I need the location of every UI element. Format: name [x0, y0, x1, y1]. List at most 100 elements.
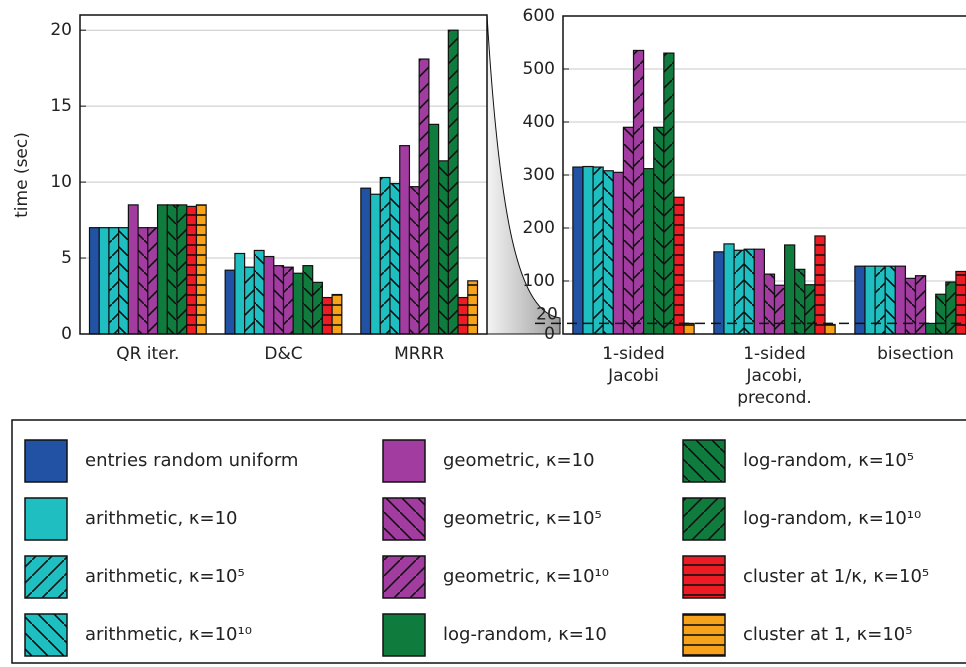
y-tick-label: 20 — [50, 20, 72, 40]
legend-label: cluster at 1/κ, κ=10⁵ — [743, 566, 929, 587]
bar — [331, 293, 343, 335]
y-tick-label: 0 — [544, 324, 555, 344]
legend-swatch — [682, 497, 726, 541]
y-tick-label: 15 — [50, 96, 72, 116]
bar — [379, 176, 391, 335]
bar — [282, 266, 294, 335]
bar — [292, 272, 304, 335]
x-tick-label: 1-sided Jacobi — [602, 344, 665, 386]
bar — [195, 204, 207, 335]
bar — [273, 265, 285, 335]
bar — [321, 296, 333, 335]
y-tick-label: 10 — [50, 172, 72, 192]
legend-label: geometric, κ=10 — [443, 450, 595, 471]
y-tick-label: 200 — [523, 218, 555, 238]
bar — [673, 196, 685, 335]
bar — [234, 252, 246, 335]
bar — [418, 58, 430, 335]
bar — [582, 165, 594, 335]
bar — [263, 255, 275, 335]
legend-swatch — [24, 497, 68, 541]
reference-label: 20 — [536, 304, 558, 324]
bar — [592, 166, 604, 335]
legend-label: arithmetic, κ=10 — [85, 508, 238, 529]
bar — [723, 243, 735, 335]
bar — [643, 168, 655, 335]
bar — [612, 171, 624, 335]
bar — [955, 270, 966, 335]
bar — [176, 204, 188, 335]
bar — [399, 145, 411, 335]
y-tick-label: 500 — [523, 59, 555, 79]
y-tick-label: 5 — [61, 248, 72, 268]
bar — [602, 170, 614, 335]
legend-swatch — [382, 613, 426, 657]
bar — [914, 275, 927, 335]
bar — [824, 323, 836, 335]
y-tick-label: 100 — [523, 271, 555, 291]
bar — [127, 204, 139, 335]
bar — [683, 322, 695, 335]
bar — [428, 123, 440, 335]
legend-swatch — [382, 555, 426, 599]
bar — [653, 126, 665, 335]
bar — [753, 248, 765, 335]
legend-swatch — [682, 555, 726, 599]
bar — [166, 204, 178, 335]
legend-label: cluster at 1, κ=10⁵ — [743, 624, 912, 645]
bar — [622, 126, 635, 335]
bar — [389, 183, 401, 335]
bar — [632, 49, 645, 335]
legend-swatch — [24, 555, 68, 599]
bar — [447, 29, 459, 335]
bar — [904, 277, 917, 335]
bar — [118, 227, 129, 335]
legend-swatch — [682, 439, 726, 483]
bar — [925, 322, 937, 335]
legend-swatch — [382, 439, 426, 483]
bar — [773, 284, 786, 335]
bar — [935, 293, 947, 335]
bar — [467, 280, 479, 335]
y-tick-label: 300 — [523, 165, 555, 185]
bar — [108, 227, 120, 335]
x-tick-label: D&C — [264, 344, 302, 364]
bar — [794, 268, 806, 335]
y-axis-label: time (sec) — [12, 132, 32, 218]
bar — [360, 187, 372, 335]
bar — [763, 273, 776, 335]
bar — [137, 227, 149, 335]
axes-frame — [562, 15, 966, 335]
bar — [253, 249, 265, 335]
axes-frame — [79, 14, 488, 335]
y-tick-label: 400 — [523, 112, 555, 132]
zoom-connector — [486, 14, 561, 335]
y-tick-label: 0 — [61, 324, 72, 344]
y-tick-label: 600 — [523, 6, 555, 26]
bar — [312, 281, 323, 335]
legend-swatch — [24, 439, 68, 483]
bar — [88, 227, 100, 335]
bar — [733, 249, 745, 335]
legend-label: log-random, κ=10¹⁰ — [743, 508, 921, 529]
bar — [156, 204, 168, 335]
legend-label: arithmetic, κ=10⁵ — [85, 566, 245, 587]
bar — [98, 227, 110, 335]
x-tick-label: MRRR — [394, 344, 444, 364]
bar — [408, 186, 420, 335]
bar — [663, 52, 675, 335]
bar — [244, 266, 255, 335]
bar — [147, 227, 159, 335]
bar — [743, 248, 755, 335]
x-tick-label: QR iter. — [116, 344, 179, 364]
bar — [713, 251, 725, 335]
legend-label: log-random, κ=10⁵ — [743, 450, 914, 471]
bar — [302, 265, 314, 335]
bar — [572, 166, 584, 335]
legend-label: log-random, κ=10 — [443, 624, 607, 645]
bar — [438, 160, 449, 335]
bar — [369, 193, 381, 335]
legend-swatch — [682, 613, 726, 657]
bar — [804, 284, 816, 335]
